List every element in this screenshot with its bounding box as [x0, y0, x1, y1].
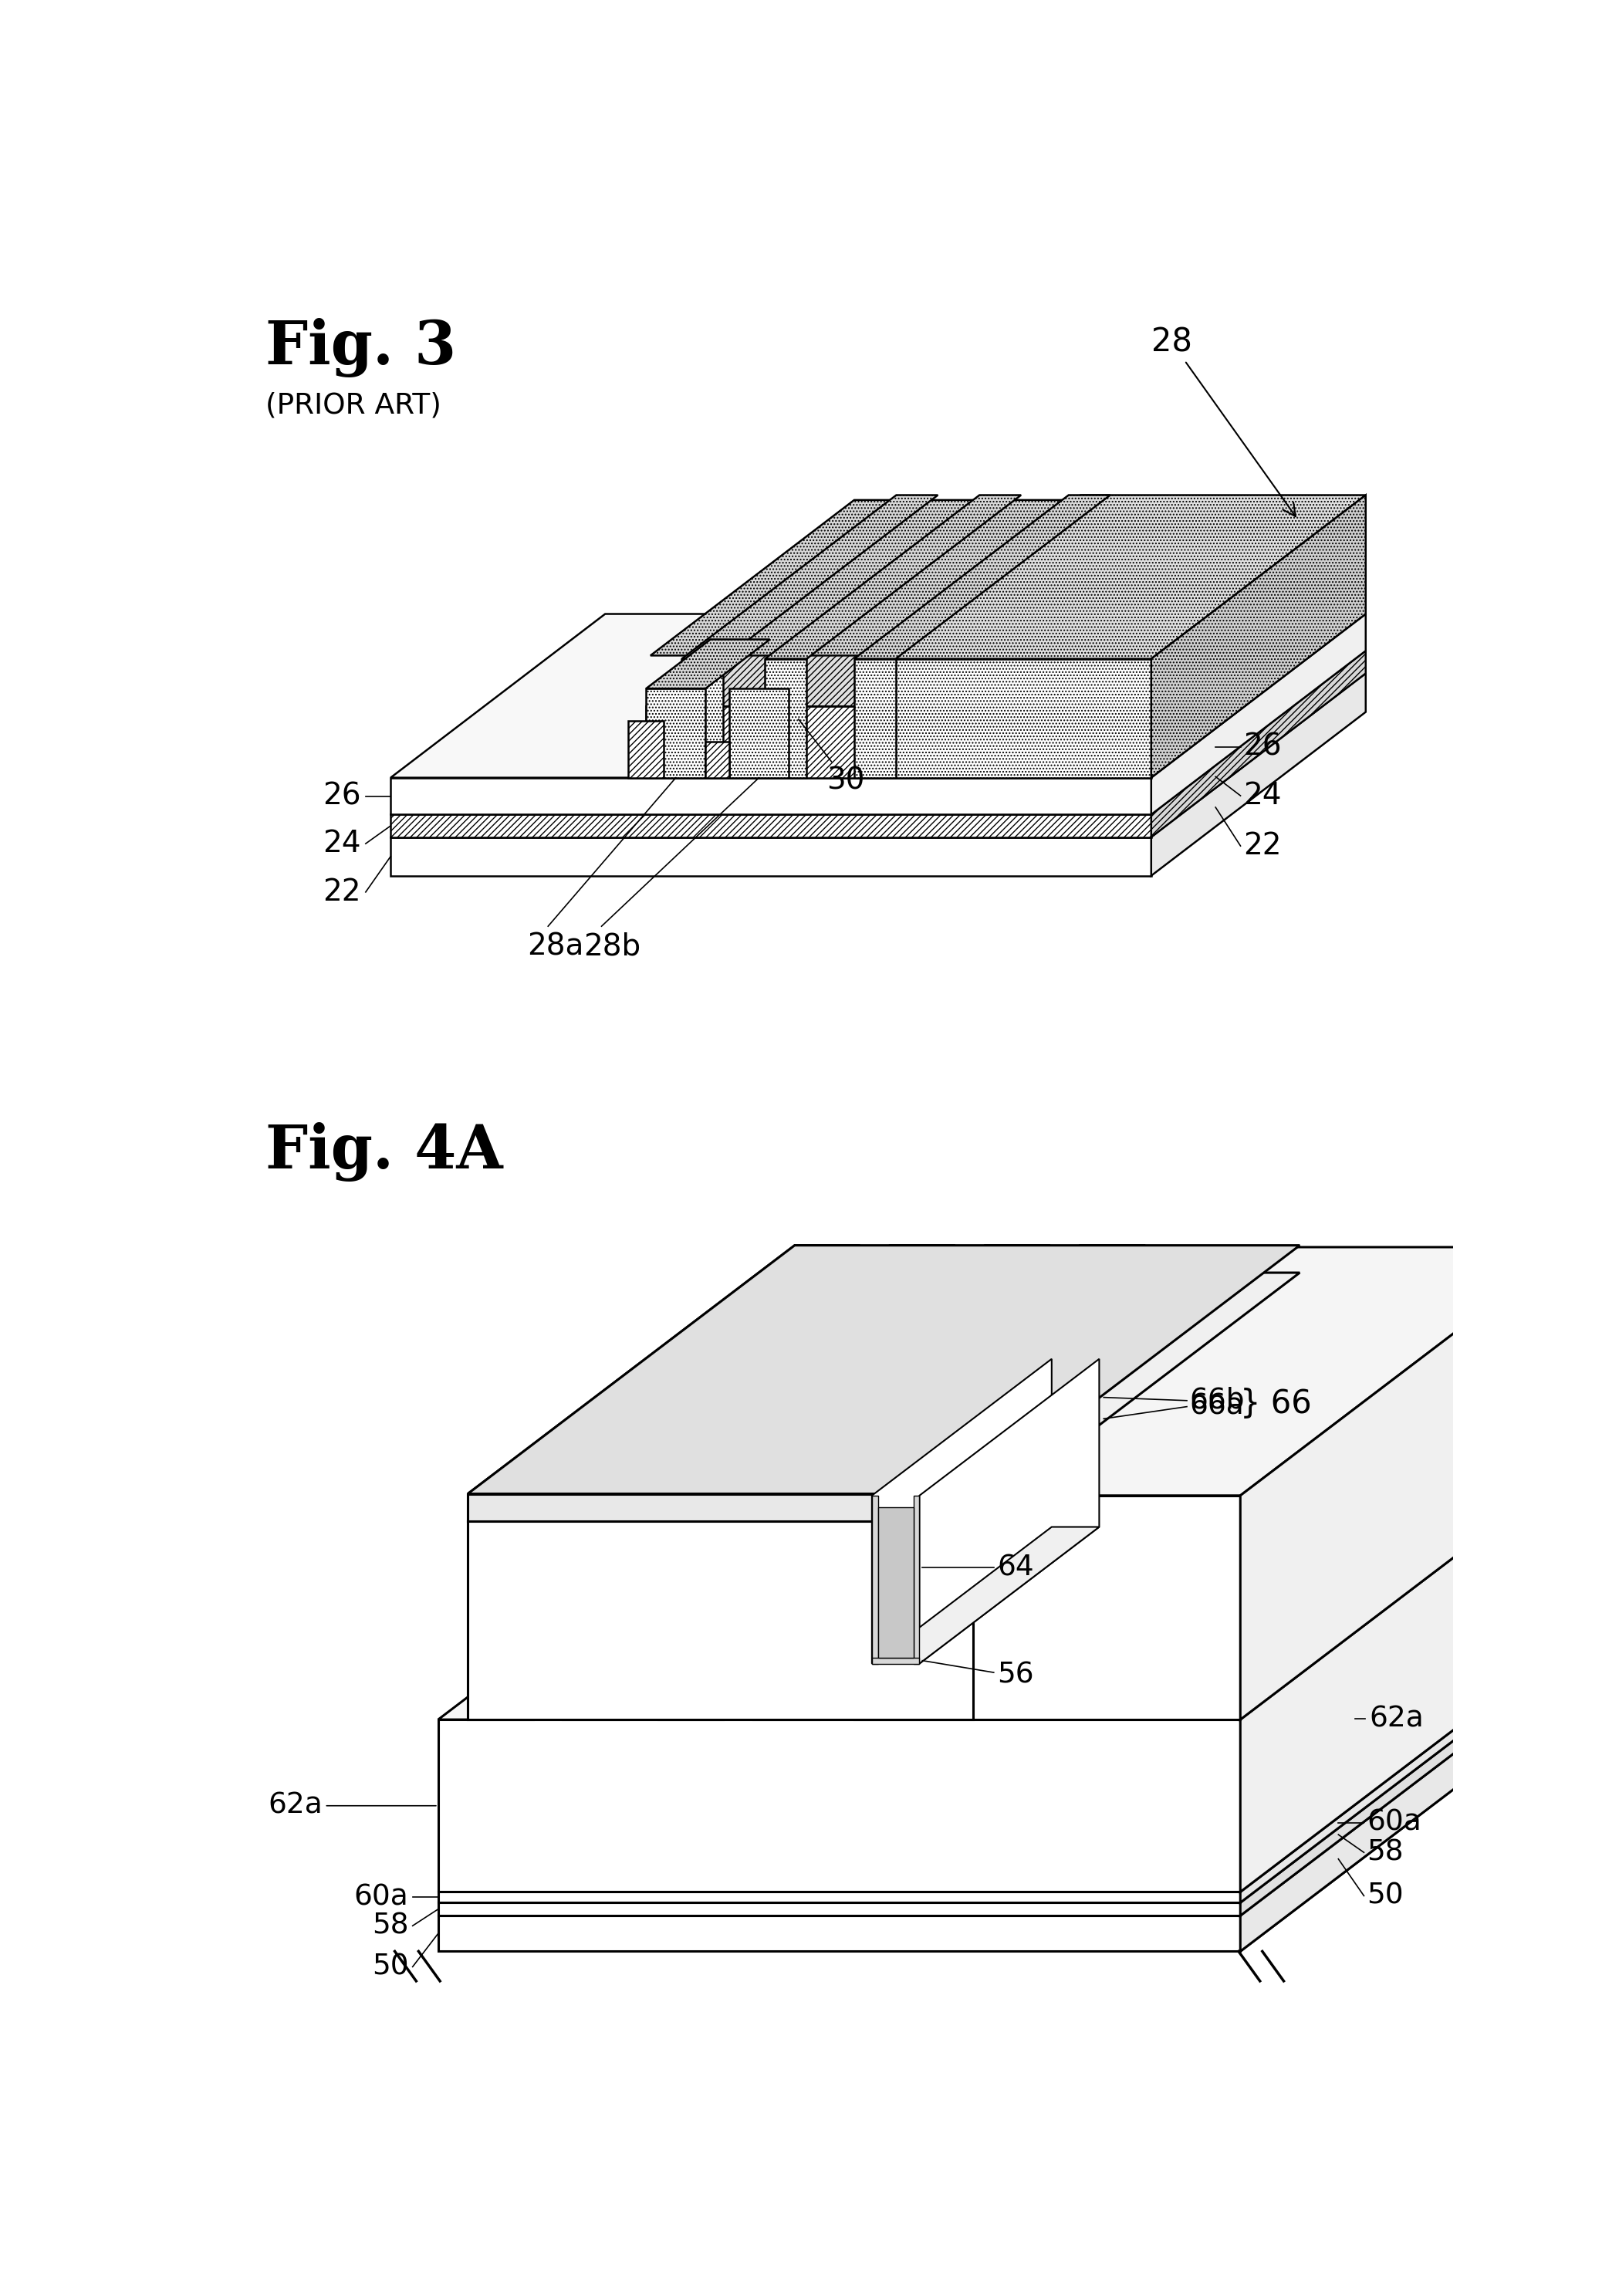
Polygon shape [563, 1495, 628, 1520]
Polygon shape [873, 1495, 877, 1665]
Polygon shape [729, 689, 788, 778]
Text: 60a: 60a [355, 1883, 408, 1910]
Polygon shape [866, 659, 1151, 778]
Polygon shape [390, 778, 1151, 815]
Polygon shape [439, 1472, 1567, 1720]
Polygon shape [873, 1359, 1052, 1665]
Text: 26: 26 [322, 781, 361, 810]
Polygon shape [877, 1508, 913, 1658]
Polygon shape [646, 613, 1193, 778]
Polygon shape [646, 707, 979, 778]
Polygon shape [468, 1520, 533, 1720]
Polygon shape [764, 496, 1022, 659]
Polygon shape [563, 1272, 955, 1520]
Polygon shape [1151, 650, 1366, 838]
Text: 56: 56 [997, 1662, 1035, 1690]
Polygon shape [439, 1653, 1567, 1903]
Text: 28a: 28a [528, 932, 584, 962]
Polygon shape [439, 1915, 1240, 1952]
Text: (PRIOR ART): (PRIOR ART) [266, 390, 442, 420]
Polygon shape [657, 1520, 724, 1720]
Polygon shape [682, 659, 724, 778]
Text: 58: 58 [1366, 1839, 1404, 1867]
Polygon shape [390, 650, 1366, 815]
Polygon shape [439, 1720, 1240, 1892]
Polygon shape [390, 613, 1366, 778]
Text: 28: 28 [1151, 326, 1295, 517]
Polygon shape [913, 1495, 920, 1665]
Polygon shape [390, 673, 1366, 838]
Polygon shape [390, 838, 1151, 875]
Polygon shape [651, 501, 1187, 657]
Polygon shape [439, 1644, 1567, 1892]
Polygon shape [706, 742, 729, 778]
Polygon shape [753, 1272, 1145, 1520]
Text: 62a: 62a [1370, 1706, 1423, 1733]
Polygon shape [873, 1527, 1099, 1665]
Polygon shape [866, 496, 1366, 659]
Polygon shape [1240, 1472, 1567, 1892]
Polygon shape [1240, 1667, 1567, 1952]
Polygon shape [1240, 1247, 1567, 1720]
Polygon shape [873, 1658, 920, 1665]
Polygon shape [646, 638, 771, 689]
Text: 26: 26 [1243, 732, 1282, 762]
Text: 50: 50 [1366, 1883, 1404, 1910]
Polygon shape [390, 815, 1151, 838]
Polygon shape [468, 1244, 1300, 1495]
Polygon shape [468, 1520, 973, 1720]
Polygon shape [682, 496, 937, 659]
Polygon shape [855, 1495, 1240, 1720]
Polygon shape [646, 689, 706, 778]
Text: 64: 64 [997, 1554, 1035, 1582]
Polygon shape [657, 1272, 1051, 1520]
Polygon shape [1240, 1653, 1567, 1915]
Polygon shape [920, 1359, 1099, 1665]
Text: } 66: } 66 [1240, 1387, 1311, 1419]
Polygon shape [439, 1704, 1567, 1952]
Text: 66a: 66a [1190, 1394, 1245, 1421]
Text: 30: 30 [798, 719, 865, 794]
Polygon shape [468, 1272, 860, 1520]
Polygon shape [646, 542, 1193, 707]
Polygon shape [1240, 1644, 1567, 1903]
Polygon shape [1151, 673, 1366, 875]
Polygon shape [753, 1495, 819, 1520]
Polygon shape [1151, 613, 1366, 815]
Polygon shape [764, 659, 806, 778]
Text: 62a: 62a [267, 1791, 436, 1821]
Text: 28b: 28b [584, 932, 641, 962]
Polygon shape [657, 1495, 724, 1520]
Polygon shape [563, 1520, 628, 1720]
Text: 50: 50 [372, 1954, 408, 1981]
Text: 24: 24 [1243, 781, 1282, 810]
Polygon shape [628, 721, 664, 778]
Polygon shape [439, 1903, 1240, 1915]
Text: 60a: 60a [1366, 1809, 1421, 1837]
Polygon shape [468, 1244, 860, 1495]
Polygon shape [753, 1520, 819, 1720]
Text: 66b: 66b [1190, 1387, 1245, 1414]
Polygon shape [468, 1495, 533, 1520]
Polygon shape [439, 1667, 1567, 1915]
Text: 22: 22 [1243, 831, 1282, 861]
Polygon shape [855, 1247, 1567, 1495]
Text: Fig. 4A: Fig. 4A [266, 1123, 504, 1182]
Text: Fig. 3: Fig. 3 [266, 319, 457, 379]
Text: 24: 24 [322, 829, 361, 859]
Polygon shape [468, 1272, 1300, 1520]
Text: 58: 58 [372, 1913, 408, 1940]
Polygon shape [753, 1244, 1145, 1495]
Text: 22: 22 [322, 877, 361, 907]
Polygon shape [468, 1495, 973, 1520]
Polygon shape [657, 1244, 1051, 1495]
Polygon shape [855, 496, 1111, 659]
Polygon shape [1151, 496, 1366, 778]
Polygon shape [855, 659, 895, 778]
Polygon shape [563, 1244, 955, 1495]
Polygon shape [439, 1892, 1240, 1903]
